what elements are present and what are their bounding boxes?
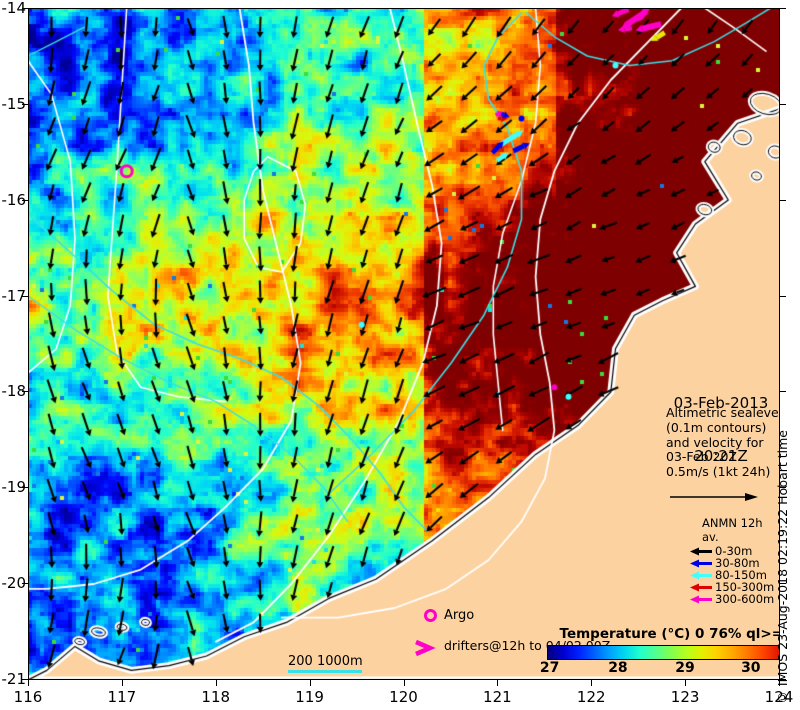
x-axis-tick [685, 680, 687, 686]
colorbar-gradient [547, 645, 780, 660]
x-axis-tick [28, 680, 29, 686]
y-axis-tick [22, 583, 28, 585]
anmn-legend-label: 80-150m [715, 567, 767, 582]
anmn-legend-label: 0-30m [715, 543, 753, 558]
y-axis-tick-right [780, 103, 786, 105]
x-axis-tick [309, 680, 311, 686]
x-axis-tick [591, 680, 593, 686]
y-axis-label: -20 [1, 574, 27, 593]
anmn-arrow-80-150m-icon [690, 571, 712, 579]
x-axis-label: 119 [295, 688, 324, 706]
x-axis-label: 116 [13, 688, 43, 706]
x-axis-tick [403, 680, 405, 686]
y-axis-label: -15 [1, 94, 27, 113]
argo-circle-icon [424, 609, 437, 622]
y-axis-tick-right [780, 583, 786, 585]
x-axis-tick [215, 680, 217, 686]
colorbar-tick-label: 30 [741, 660, 761, 676]
y-axis-tick [22, 679, 28, 680]
anmn-legend-title: ANMN 12h av. [702, 516, 763, 544]
argo-legend-label: Argo [444, 608, 475, 623]
y-axis-tick [22, 103, 28, 105]
contour-and-vector-overlay [28, 8, 780, 680]
acquisition-timestamp: 03-Feb-2013 20:21Z [666, 360, 776, 502]
velocity-scale-arrow-icon [670, 493, 758, 501]
y-axis-tick [22, 8, 28, 9]
y-axis-tick-right [780, 295, 786, 297]
temperature-colorbar: Temperature (°C) 0 76% ql>=4 27 28 29 30 [540, 626, 780, 678]
acquisition-date: 03-Feb-2013 [673, 394, 769, 413]
y-axis-tick [22, 295, 28, 297]
anmn-arrow-0-30m-icon [690, 547, 712, 555]
anmn-legend-item: 150-300m [690, 581, 780, 593]
x-axis-label: 120 [389, 688, 418, 706]
bathymetry-scale-label: 200 1000m [288, 654, 363, 669]
anmn-arrow-150-300m-icon [690, 583, 712, 591]
anmn-legend-label: 300-600m [715, 591, 775, 606]
y-axis-label: -14 [1, 0, 27, 17]
y-axis-label: -17 [1, 286, 27, 305]
x-axis-label: 117 [107, 688, 137, 706]
y-axis-tick [22, 391, 28, 393]
acquisition-time: 20:21Z [694, 447, 748, 466]
colorbar-tick-label: 29 [675, 660, 695, 676]
anmn-legend-label: 30-80m [715, 555, 760, 570]
y-axis-label: -21 [1, 670, 27, 688]
colorbar-tick-label: 27 [539, 660, 560, 676]
argo-legend: Argo [424, 608, 474, 623]
anmn-legend-item: 80-150m [690, 569, 780, 581]
y-axis-tick-right [780, 487, 786, 489]
x-axis-tick [121, 680, 123, 686]
altimetry-annotation: Altimetric sealevel (0.1m contours) and … [666, 405, 780, 479]
imos-credit: © IMOS 23-Aug-2018 02:19:22 Hobart time [775, 430, 790, 706]
x-axis-label: 123 [670, 688, 700, 706]
y-axis-tick-right [780, 199, 786, 201]
anmn-legend-item: 300-600m [690, 593, 780, 605]
x-axis-tick [779, 680, 780, 686]
y-axis-tick-right [780, 391, 786, 393]
colorbar-tick-label: 28 [608, 660, 628, 676]
drifter-arrow-icon [415, 639, 436, 657]
y-axis-tick-right [780, 8, 786, 9]
y-axis-label: -18 [1, 382, 27, 401]
y-axis-tick-right [780, 679, 786, 680]
anmn-arrow-300-600m-icon [690, 595, 712, 603]
anmn-legend-label: 150-300m [715, 579, 775, 594]
anmn-legend-item: 0-30m [690, 545, 780, 557]
colorbar-ticks: 27 28 29 30 [540, 660, 780, 678]
x-axis-label: 118 [201, 688, 231, 706]
bathymetry-scale-line [288, 670, 362, 673]
bathymetry-scale: 200 1000m [288, 654, 363, 673]
colorbar-title: Temperature (°C) 0 76% ql>=4 [559, 626, 780, 642]
anmn-legend: ANMN 12h av. 0-30m 30-80m [690, 516, 780, 605]
map-plot-area[interactable]: 03-Feb-2013 20:21Z Altimetric sealevel (… [28, 8, 780, 680]
x-axis-label: 124 [764, 688, 794, 706]
x-axis-label: 122 [576, 688, 606, 706]
y-axis-label: -19 [1, 478, 27, 497]
y-axis-label: -16 [1, 190, 27, 209]
anmn-arrow-30-80m-icon [690, 559, 712, 567]
y-axis-tick [22, 199, 28, 201]
x-axis-tick [497, 680, 499, 686]
x-axis-label: 121 [483, 688, 512, 706]
anmn-legend-item: 30-80m [690, 557, 780, 569]
y-axis-tick [22, 487, 28, 489]
